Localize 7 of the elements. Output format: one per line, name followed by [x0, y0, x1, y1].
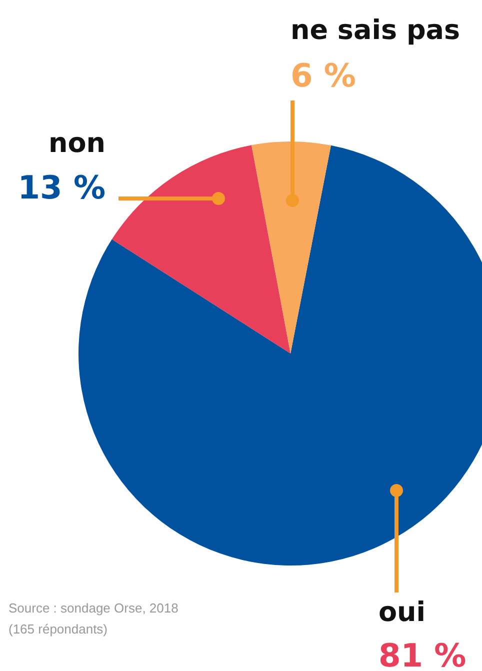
slice-label: non [48, 128, 106, 159]
data-label: 6 % [290, 56, 356, 94]
source-note: Source : sondage Orse, 2018 (165 répondants) [8, 600, 178, 636]
data-label: 13 % [18, 168, 106, 206]
data-label: 81 % [378, 636, 466, 671]
slice-label: ne sais pas [290, 15, 460, 46]
slice-label: oui [378, 597, 426, 628]
